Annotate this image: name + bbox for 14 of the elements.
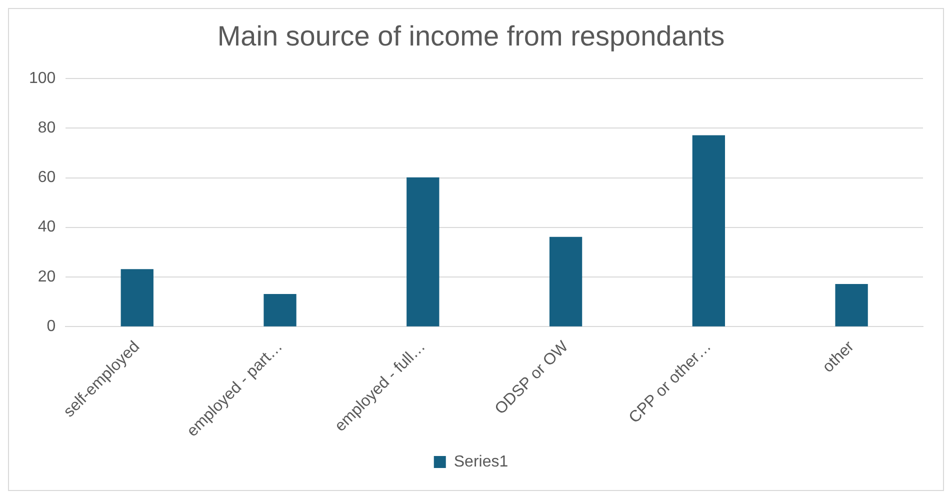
bar (120, 269, 154, 326)
legend-label: Series1 (454, 453, 508, 470)
bar (406, 177, 440, 326)
y-tick-label: 100 (28, 70, 56, 88)
chart-title: Main source of income from respondants (217, 20, 725, 52)
y-tick-label: 20 (38, 268, 56, 286)
bar (264, 294, 296, 326)
y-tick-label: 40 (38, 218, 56, 236)
bar (692, 135, 726, 326)
y-tick-label: 0 (46, 318, 56, 335)
bar (549, 236, 582, 326)
y-tick-label: 60 (38, 169, 56, 186)
y-tick-label: 80 (38, 120, 56, 137)
bar (835, 284, 868, 326)
